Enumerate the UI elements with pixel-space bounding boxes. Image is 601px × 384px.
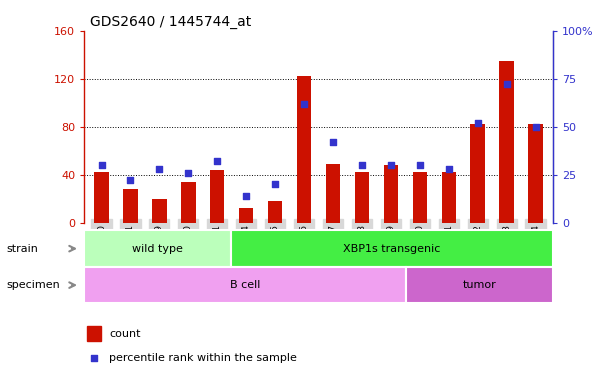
Bar (268, 201, 282, 223)
Bar (406, 267, 553, 303)
Point (183, 170, 193, 176)
Text: count: count (109, 329, 141, 339)
Bar (123, 189, 138, 223)
Bar (326, 164, 340, 223)
Point (502, 81, 511, 88)
Point (357, 162, 367, 168)
Point (444, 166, 454, 172)
Bar (94, 172, 109, 223)
Point (473, 120, 483, 126)
Point (97, 162, 106, 168)
Bar (84, 230, 231, 267)
Point (242, 193, 251, 199)
Bar (442, 172, 456, 223)
Text: GDS2640 / 1445744_at: GDS2640 / 1445744_at (90, 15, 251, 29)
Bar (210, 170, 225, 223)
Text: specimen: specimen (6, 280, 59, 290)
Point (386, 162, 395, 168)
Bar (499, 61, 514, 223)
Text: tumor: tumor (463, 280, 496, 290)
Bar (239, 208, 254, 223)
Bar (355, 172, 369, 223)
Bar (528, 124, 543, 223)
Text: B cell: B cell (230, 280, 260, 290)
Bar (471, 124, 485, 223)
Text: wild type: wild type (132, 243, 183, 254)
Bar (87, 326, 101, 341)
Bar (231, 230, 553, 267)
Bar (84, 267, 406, 303)
Point (531, 124, 540, 130)
Point (328, 139, 338, 145)
Point (299, 101, 309, 107)
Point (212, 158, 222, 164)
Bar (412, 172, 427, 223)
Bar (383, 165, 398, 223)
Text: strain: strain (6, 243, 38, 254)
Bar (181, 182, 195, 223)
Point (415, 162, 425, 168)
Point (270, 181, 280, 187)
Point (126, 177, 135, 184)
Text: XBP1s transgenic: XBP1s transgenic (343, 243, 441, 254)
Bar (297, 76, 311, 223)
Point (154, 166, 164, 172)
Point (89, 354, 99, 361)
Text: percentile rank within the sample: percentile rank within the sample (109, 353, 297, 362)
Bar (152, 199, 166, 223)
